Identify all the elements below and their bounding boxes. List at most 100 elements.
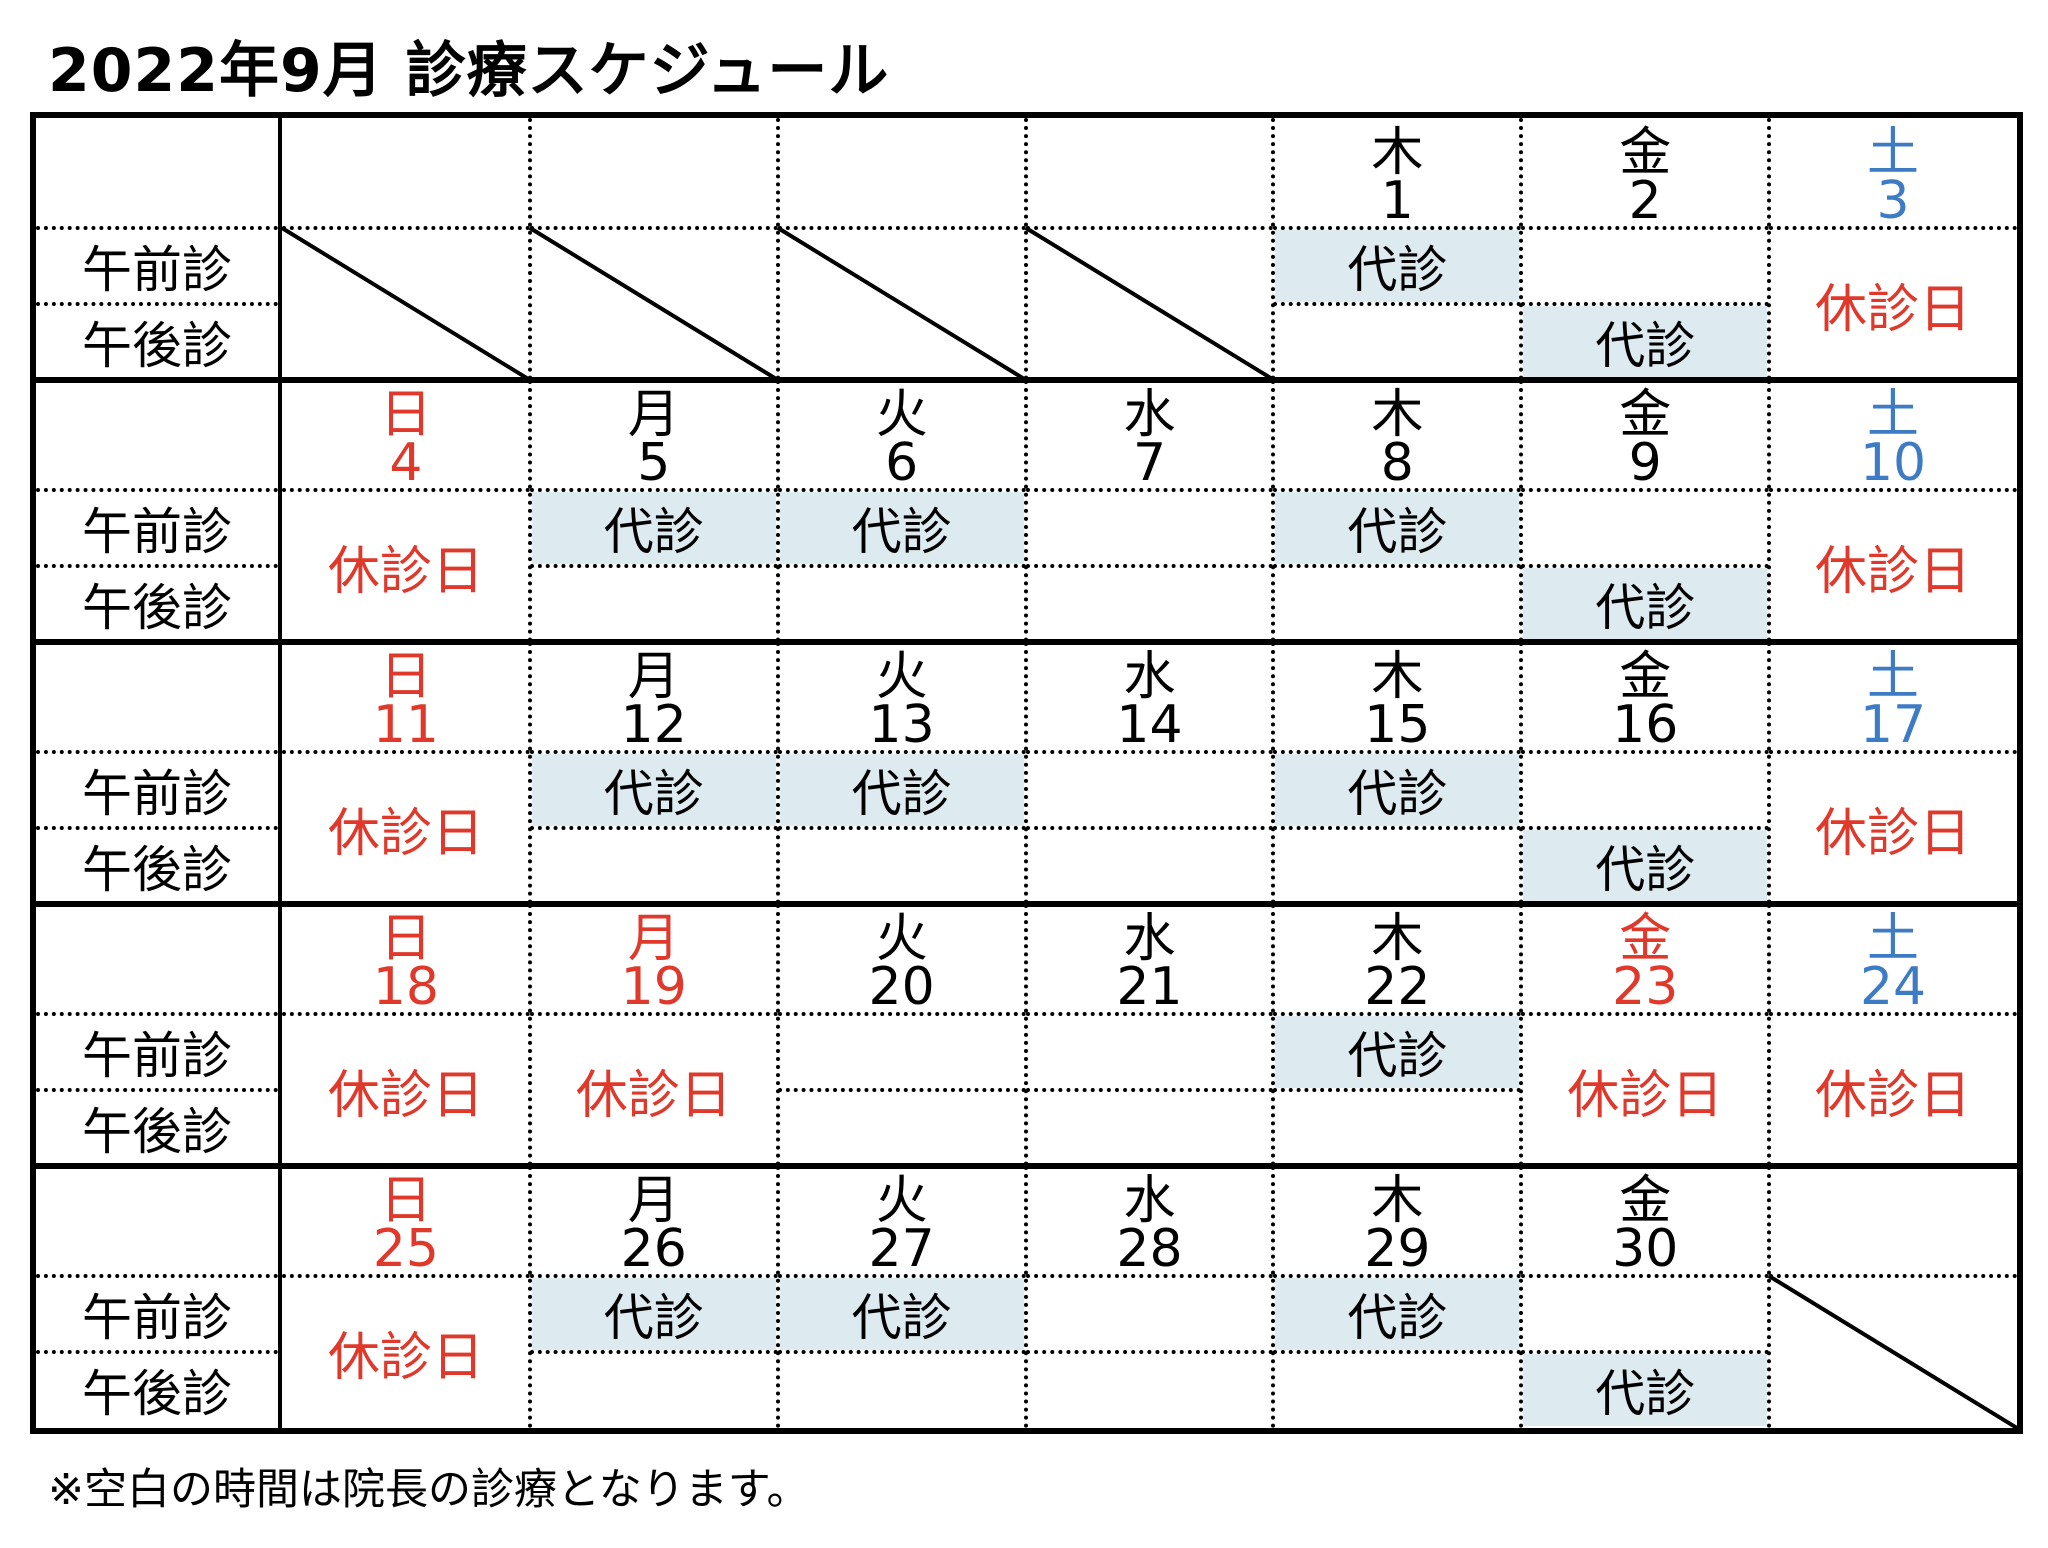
day-number: 30	[1612, 1219, 1679, 1280]
pm-slot	[780, 830, 1024, 902]
day-number: 7	[1132, 433, 1167, 494]
dotted-column-line	[1271, 1166, 1276, 1428]
dotted-row-line	[1521, 488, 1770, 493]
day-number: 17	[1859, 695, 1927, 756]
am-label: 午前診	[82, 1027, 232, 1086]
dotted-row-line	[1521, 564, 1770, 569]
pm-slot	[1275, 1092, 1519, 1164]
am-slot: 代診	[1275, 1016, 1520, 1088]
weekday-label: 木	[1371, 384, 1424, 445]
pm-label: 午後診	[82, 1365, 232, 1423]
day-cell: 日 4 休診日	[282, 380, 530, 642]
weekday-label: 木	[1371, 122, 1424, 183]
day-number: 1	[1380, 171, 1414, 232]
day-cell: 月 19 休診日	[529, 904, 778, 1166]
closed-day-label: 休診日	[327, 803, 484, 864]
week-row: 午前診 午後診日 18 休診日月 19 休診日火 20 水 21 木 22 代診金 23 休診日土 24 休診…	[36, 901, 2017, 1166]
dotted-column-line	[775, 380, 780, 642]
weekday-label: 日	[379, 908, 432, 969]
slot-label-column: 午前診 午後診	[36, 904, 282, 1166]
dotted-column-line	[775, 118, 780, 380]
weekday-label: 水	[1123, 1170, 1176, 1231]
weekday-label: 月	[627, 1170, 680, 1231]
day-cell: 金 2 代診	[1521, 118, 1770, 380]
dotted-row-line	[1025, 564, 1274, 569]
day-cell: 土 10 休診日	[1769, 380, 2017, 642]
dotted-row-line	[36, 1350, 278, 1355]
dotted-column-line	[775, 1166, 780, 1428]
day-number: 27	[868, 1219, 935, 1280]
day-cell: 日 25 休診日	[282, 1166, 530, 1428]
am-label: 午前診	[82, 765, 232, 824]
dotted-row-line	[1025, 1274, 1274, 1279]
am-slot	[1523, 1278, 1767, 1350]
dotted-row-line	[1273, 226, 1522, 231]
dotted-column-line	[1023, 1166, 1028, 1428]
pm-slot	[780, 568, 1024, 640]
footnote: ※空白の時間は院長の診療となります。	[48, 1465, 810, 1515]
dotted-row-line	[1025, 1012, 1274, 1017]
dotted-row-line	[1769, 488, 2017, 493]
pm-slot: 代診	[1523, 306, 1768, 378]
dotted-row-line	[36, 1088, 278, 1093]
closed-day-label: 休診日	[327, 541, 484, 602]
dotted-row-line	[282, 226, 530, 231]
dotted-row-line	[1521, 1274, 1770, 1279]
weekday-label: 水	[1123, 384, 1176, 445]
dotted-row-line	[529, 488, 778, 493]
dotted-column-line	[1023, 904, 1028, 1166]
day-number: 25	[372, 1219, 439, 1280]
diagonal-strike	[1024, 226, 1275, 382]
week-row: 午前診 午後診木 1 代診金 2 代診土 3 休診日	[36, 118, 2017, 382]
day-number: 21	[1116, 957, 1183, 1018]
am-slot: 代診	[1275, 230, 1520, 302]
closed-day-label: 休診日	[1815, 279, 1972, 340]
pm-slot: 代診	[1523, 830, 1768, 902]
day-cell: 水 14	[1025, 642, 1274, 904]
am-slot: 代診	[1275, 1278, 1520, 1350]
dotted-row-line	[1769, 226, 2017, 231]
weekday-label: 水	[1123, 908, 1176, 969]
day-cell: 土 3 休診日	[1769, 118, 2017, 380]
day-cell: 木 22 代診	[1273, 904, 1522, 1166]
diagonal-strike	[528, 226, 779, 382]
pm-label: 午後診	[82, 841, 232, 899]
dotted-column-line	[775, 904, 780, 1166]
dotted-row-line	[1521, 226, 1770, 231]
dotted-row-line	[1521, 1012, 1770, 1017]
pm-slot	[780, 1354, 1024, 1426]
weekday-label: 土	[1867, 646, 1920, 707]
day-cell: 月 26 代診	[529, 1166, 778, 1428]
week-row: 午前診 午後診日 25 休診日月 26 代診火 27 代診水 28 木 29 代診金 30 代診	[36, 1163, 2019, 1430]
dotted-column-line	[527, 642, 532, 904]
week-row: 午前診 午後診日 11 休診日月 12 代診火 13 代診水 14 木 15 代診金 16 代診土 17 休診…	[36, 639, 2017, 904]
dotted-row-line	[1521, 302, 1770, 307]
dotted-row-line	[36, 488, 278, 493]
day-cell: 火 27 代診	[777, 1166, 1026, 1428]
dotted-column-line	[775, 642, 780, 904]
dotted-row-line	[1273, 302, 1522, 307]
dotted-row-line	[1273, 564, 1522, 569]
dotted-row-line	[1273, 826, 1522, 831]
dotted-row-line	[1025, 1088, 1274, 1093]
slot-label-column: 午前診 午後診	[36, 380, 282, 642]
dotted-row-line	[777, 564, 1026, 569]
day-number: 9	[1628, 433, 1662, 494]
pm-label: 午後診	[82, 1103, 232, 1161]
pm-slot	[1275, 568, 1519, 640]
day-cell: 金 23 休診日	[1521, 904, 1770, 1166]
dotted-row-line	[1025, 750, 1274, 755]
dotted-row-line	[777, 1274, 1026, 1279]
dotted-row-line	[777, 1350, 1026, 1355]
dotted-row-line	[529, 226, 778, 231]
empty-day-cell	[1768, 1166, 2019, 1430]
day-number: 8	[1380, 433, 1414, 494]
diagonal-strike	[1768, 1274, 2019, 1430]
dotted-column-line	[527, 904, 532, 1166]
pm-slot	[1275, 830, 1519, 902]
dotted-column-line	[1271, 642, 1276, 904]
weekday-label: 金	[1619, 1170, 1672, 1231]
dotted-row-line	[1273, 1088, 1522, 1093]
weekday-label: 土	[1867, 384, 1920, 445]
dotted-column-line	[1519, 118, 1524, 380]
